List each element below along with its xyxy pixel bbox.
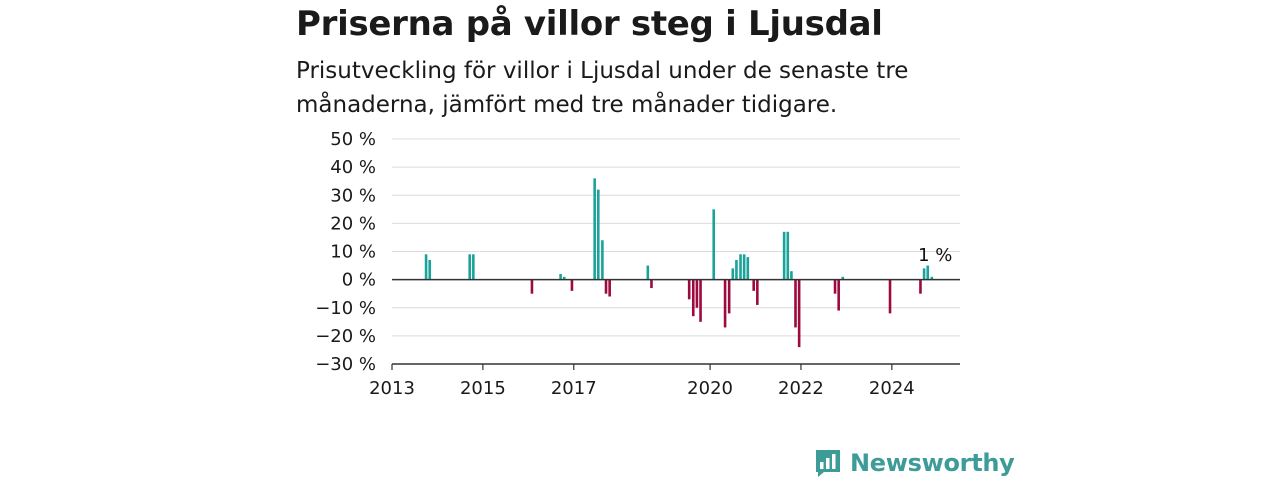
bar bbox=[731, 268, 735, 280]
bar bbox=[742, 254, 746, 280]
gridlines bbox=[392, 138, 960, 337]
bar bbox=[604, 279, 608, 294]
bar bbox=[723, 279, 727, 328]
y-tick-label: 20 % bbox=[330, 213, 376, 234]
bar bbox=[596, 189, 600, 280]
bar bbox=[472, 254, 475, 280]
bar bbox=[570, 279, 574, 291]
bar bbox=[727, 279, 731, 314]
bar bbox=[562, 276, 566, 280]
bar bbox=[650, 279, 653, 289]
axes bbox=[392, 278, 960, 365]
newsworthy-logo-icon bbox=[816, 450, 840, 477]
bar bbox=[699, 279, 702, 322]
bar bbox=[424, 254, 428, 280]
chart-title: Priserna på villor steg i Ljusdal bbox=[296, 4, 883, 44]
bar bbox=[559, 274, 562, 280]
bar bbox=[782, 231, 786, 280]
x-tick-label: 2020 bbox=[687, 378, 733, 399]
x-tick-label: 2022 bbox=[778, 378, 824, 399]
bar bbox=[833, 279, 837, 294]
bar bbox=[841, 276, 845, 280]
bar bbox=[739, 254, 742, 280]
bars bbox=[424, 178, 934, 348]
y-tick-label: 30 % bbox=[330, 185, 376, 206]
bar bbox=[790, 271, 793, 280]
bar bbox=[601, 240, 604, 280]
y-tick-label: 0 % bbox=[342, 270, 376, 291]
y-tick-label: 50 % bbox=[330, 129, 376, 150]
bar bbox=[646, 265, 650, 280]
bar bbox=[695, 279, 699, 308]
bar bbox=[608, 279, 611, 297]
y-axis-ticks: −30 % −20 % −10 % 0 % 10 % 20 % 30 % 40 % 50 % bbox=[315, 129, 376, 375]
bar bbox=[691, 279, 695, 317]
x-tick-label: 2024 bbox=[869, 378, 915, 399]
annotations: 1 % bbox=[918, 245, 952, 266]
bar bbox=[752, 279, 756, 291]
bar bbox=[756, 279, 759, 305]
x-tick-label: 2017 bbox=[551, 378, 597, 399]
bar bbox=[794, 279, 797, 328]
bar bbox=[468, 254, 472, 280]
bar bbox=[919, 279, 922, 294]
bar bbox=[428, 259, 432, 280]
bar bbox=[837, 279, 840, 311]
x-tick-label: 2013 bbox=[369, 378, 415, 399]
bar bbox=[593, 178, 596, 280]
bar bbox=[786, 231, 790, 280]
brand-name: Newsworthy bbox=[850, 449, 1015, 477]
latest-value-label: 1 % bbox=[918, 245, 952, 266]
bar bbox=[687, 279, 691, 300]
bar bbox=[926, 265, 930, 280]
y-tick-label: 40 % bbox=[330, 157, 376, 178]
x-axis-ticks: 2013 2015 2017 2020 2022 2024 bbox=[369, 364, 915, 399]
bar bbox=[735, 259, 738, 280]
bar bbox=[922, 268, 926, 280]
x-tick-label: 2015 bbox=[460, 378, 506, 399]
y-tick-label: 10 % bbox=[330, 242, 376, 263]
bar bbox=[746, 257, 750, 280]
bar bbox=[888, 279, 892, 314]
newsworthy-logo: Newsworthy bbox=[814, 446, 1015, 480]
bar bbox=[930, 276, 934, 280]
bar bbox=[797, 279, 801, 348]
y-tick-label: −10 % bbox=[315, 298, 376, 319]
y-tick-label: −20 % bbox=[315, 326, 376, 347]
chart-subtitle: Prisutveckling för villor i Ljusdal unde… bbox=[296, 58, 909, 118]
y-tick-label: −30 % bbox=[315, 354, 376, 375]
bar bbox=[712, 209, 716, 280]
bar bbox=[530, 279, 534, 294]
